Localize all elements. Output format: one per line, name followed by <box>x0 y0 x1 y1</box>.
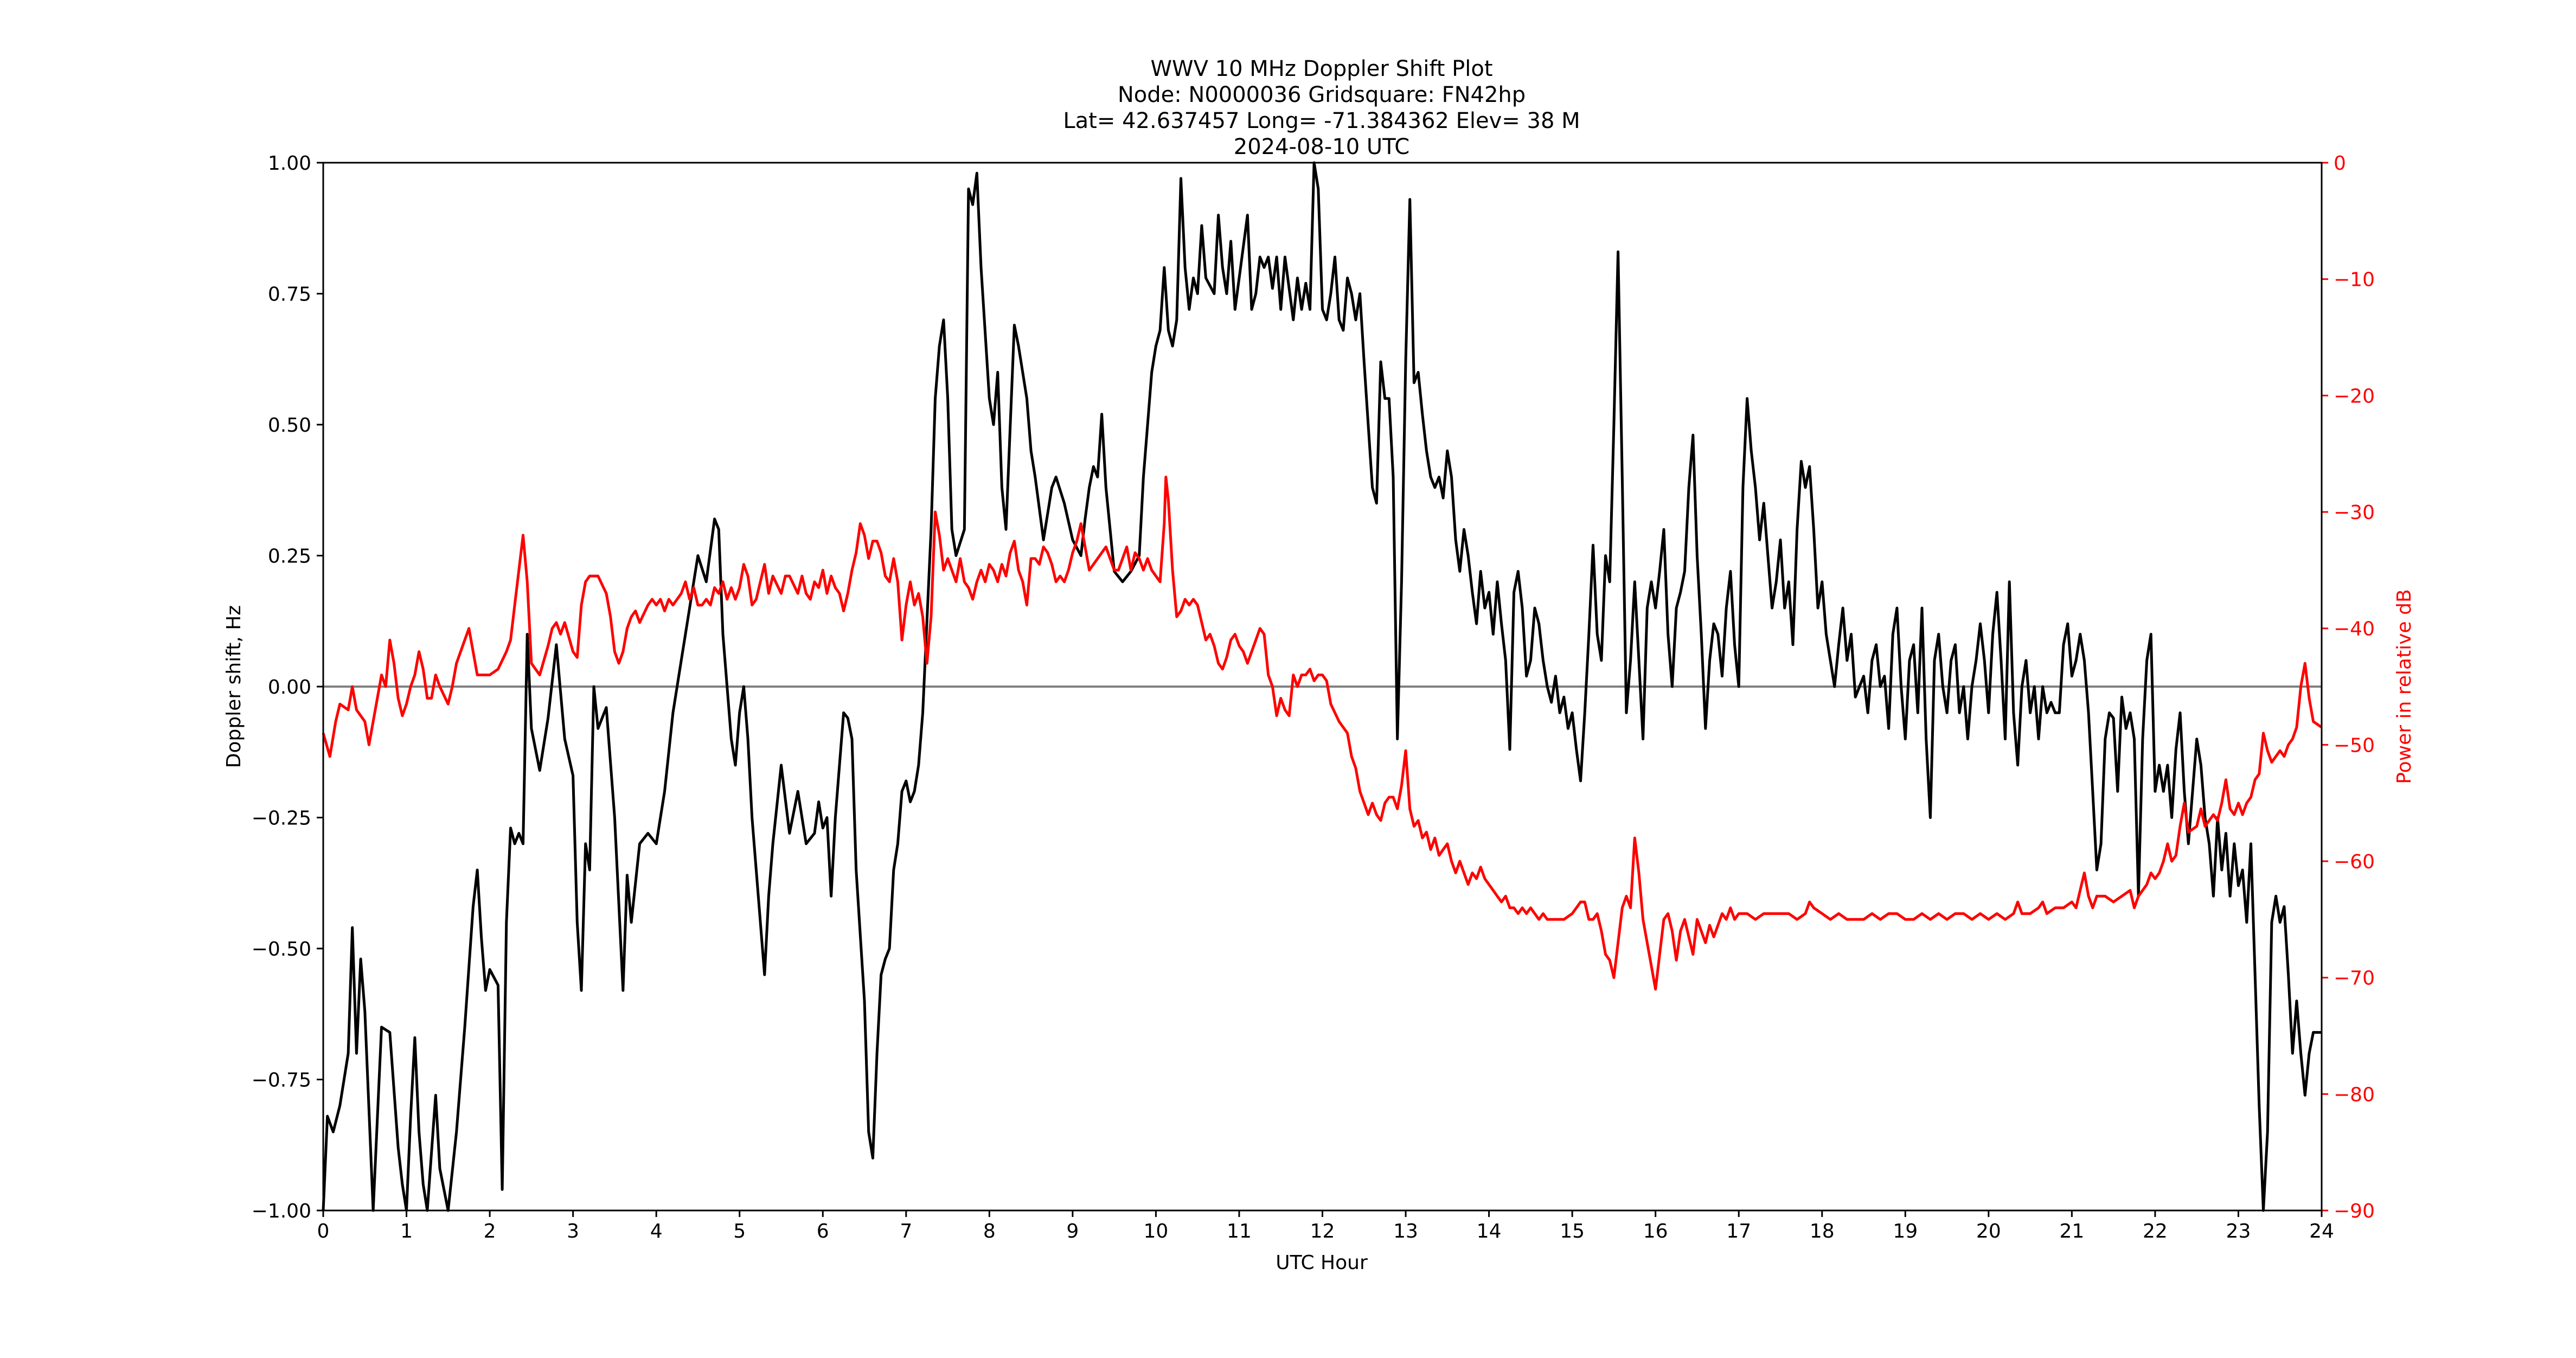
y2-tick-label: −80 <box>2334 1084 2375 1106</box>
x-tick-label: 19 <box>1893 1220 1918 1242</box>
y-tick-label: −1.00 <box>252 1200 311 1222</box>
y2-tick-label: −60 <box>2334 851 2375 873</box>
y-tick-label: −0.50 <box>252 938 311 960</box>
x-tick-label: 3 <box>567 1220 579 1242</box>
y-axis-label: Doppler shift, Hz <box>223 605 245 768</box>
y-tick-label: −0.75 <box>252 1069 311 1092</box>
x-tick-label: 24 <box>2309 1220 2334 1242</box>
y2-tick-label: 0 <box>2334 152 2346 175</box>
title-line-2-node-gridsquare: Node: N0000036 Gridsquare: FN42hp <box>1118 82 1526 107</box>
x-tick-label: 8 <box>983 1220 996 1242</box>
title-line-4-date: 2024-08-10 UTC <box>1234 134 1409 159</box>
y-tick-label: −0.25 <box>252 808 311 830</box>
x-tick-label: 18 <box>1810 1220 1835 1242</box>
series-layer <box>322 161 2323 1212</box>
x-tick-label: 5 <box>733 1220 746 1242</box>
x-tick-label: 23 <box>2226 1220 2251 1242</box>
x-tick-label: 15 <box>1560 1220 1585 1242</box>
x-tick-label: 16 <box>1643 1220 1668 1242</box>
x-tick-label: 12 <box>1310 1220 1335 1242</box>
y-tick-label: 1.00 <box>268 152 311 175</box>
x-tick-label: 11 <box>1227 1220 1252 1242</box>
y-tick-label: 0.00 <box>268 676 311 699</box>
ticks-layer: 0 1 2 3 4 5 6 7 8 9 10 11 12 13 14 15 16 17 18 19 20 21 22 23 24… <box>252 152 2375 1242</box>
y-tick-label: 0.50 <box>268 414 311 437</box>
x-tick-label: 0 <box>317 1220 330 1242</box>
x-tick-label: 22 <box>2143 1220 2168 1242</box>
y2-tick-label: −90 <box>2334 1200 2375 1222</box>
x-tick-label: 6 <box>817 1220 829 1242</box>
plot-frame <box>322 162 2323 1212</box>
x-tick-label: 14 <box>1477 1220 1502 1242</box>
y2-tick-label: −40 <box>2334 618 2375 640</box>
y-tick-label: 0.25 <box>268 546 311 568</box>
axis-labels: UTC Hour Doppler shift, Hz Power in rela… <box>223 589 2415 1274</box>
y2-tick-label: −70 <box>2334 968 2375 990</box>
power-line <box>322 476 2323 991</box>
x-tick-label: 7 <box>900 1220 912 1242</box>
y2-tick-label: −30 <box>2334 502 2375 524</box>
x-tick-label: 9 <box>1066 1220 1079 1242</box>
x-tick-label: 13 <box>1393 1220 1418 1242</box>
y-tick-label: 0.75 <box>268 284 311 306</box>
x-tick-label: 17 <box>1726 1220 1751 1242</box>
y2-axis-label: Power in relative dB <box>2393 589 2415 784</box>
chart-title: WWV 10 MHz Doppler Shift Plot Node: N000… <box>1063 56 1580 159</box>
x-tick-label: 4 <box>650 1220 663 1242</box>
title-line-3-location: Lat= 42.637457 Long= -71.384362 Elev= 38… <box>1063 108 1580 133</box>
y2-tick-label: −20 <box>2334 385 2375 407</box>
x-tick-label: 10 <box>1144 1220 1169 1242</box>
doppler-shift-line <box>322 161 2322 1212</box>
x-tick-label: 21 <box>2059 1220 2084 1242</box>
x-tick-label: 2 <box>484 1220 496 1242</box>
x-axis-label: UTC Hour <box>1276 1252 1368 1274</box>
y2-tick-label: −50 <box>2334 734 2375 757</box>
x-tick-label: 20 <box>1976 1220 2001 1242</box>
title-line-1: WWV 10 MHz Doppler Shift Plot <box>1150 56 1492 81</box>
y2-tick-label: −10 <box>2334 269 2375 291</box>
x-tick-label: 1 <box>400 1220 413 1242</box>
